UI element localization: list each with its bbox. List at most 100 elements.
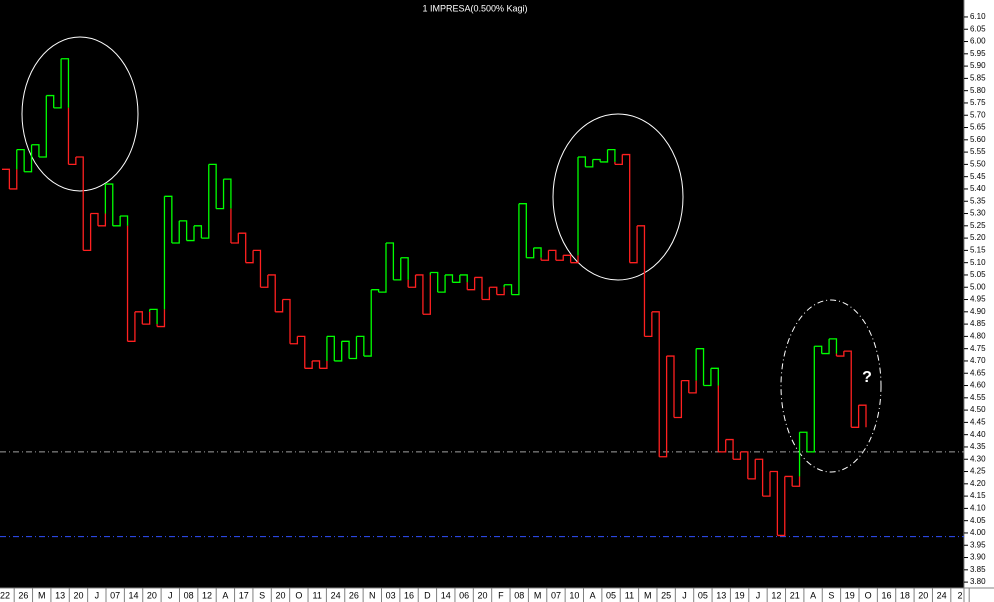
kagi-segment bbox=[341, 340, 350, 359]
kagi-segment bbox=[482, 287, 491, 301]
y-tick-label: 4.55 bbox=[970, 393, 986, 402]
kagi-segment bbox=[194, 225, 203, 239]
x-tick-label: S bbox=[259, 590, 265, 600]
y-tick-label: 4.35 bbox=[970, 442, 986, 451]
kagi-segment bbox=[607, 148, 616, 162]
y-tick-label: 4.30 bbox=[970, 454, 986, 463]
x-tick-label: J bbox=[682, 590, 687, 600]
x-tick-label: M bbox=[644, 590, 652, 600]
y-tick-label: 5.55 bbox=[970, 147, 986, 156]
x-tick-label: A bbox=[222, 590, 228, 600]
kagi-segment bbox=[511, 203, 520, 296]
kagi-segment bbox=[201, 164, 210, 239]
kagi-segment bbox=[260, 274, 269, 288]
y-tick-label: 4.80 bbox=[970, 331, 986, 340]
kagi-segment bbox=[157, 309, 166, 328]
kagi-segment bbox=[437, 274, 446, 293]
y-tick-label: 4.95 bbox=[970, 295, 986, 304]
x-tick-label: J bbox=[168, 590, 173, 600]
y-tick-label: 5.95 bbox=[970, 49, 986, 58]
kagi-segment bbox=[710, 367, 719, 386]
y-tick-label: 4.20 bbox=[970, 479, 986, 488]
x-tick-label: 14 bbox=[129, 590, 139, 600]
y-tick-label: 3.85 bbox=[970, 565, 986, 574]
y-tick-label: 5.85 bbox=[970, 73, 986, 82]
kagi-segment bbox=[496, 287, 505, 296]
highlight-circle bbox=[552, 113, 684, 281]
x-tick-label: 24 bbox=[937, 590, 947, 600]
y-tick-label: 5.35 bbox=[970, 196, 986, 205]
kagi-segment bbox=[24, 144, 33, 173]
x-tick-label: 17 bbox=[239, 590, 249, 600]
x-tick-label: 19 bbox=[845, 590, 855, 600]
kagi-segment bbox=[688, 380, 697, 394]
y-tick-label: 5.00 bbox=[970, 282, 986, 291]
kagi-segment bbox=[112, 215, 121, 227]
x-tick-label: A bbox=[590, 590, 596, 600]
kagi-segment bbox=[548, 249, 557, 261]
kagi-segment bbox=[430, 271, 439, 293]
x-tick-label: 26 bbox=[349, 590, 359, 600]
x-tick-label: 11 bbox=[313, 590, 322, 600]
y-tick-label: 5.05 bbox=[970, 270, 986, 279]
kagi-segment bbox=[238, 232, 247, 263]
kagi-segment bbox=[356, 335, 365, 357]
y-tick-label: 4.75 bbox=[970, 344, 986, 353]
x-tick-label: 20 bbox=[477, 590, 487, 600]
x-tick-label: 07 bbox=[110, 590, 120, 600]
kagi-segment bbox=[61, 58, 70, 108]
kagi-segment bbox=[334, 341, 343, 362]
kagi-segment bbox=[755, 458, 764, 497]
y-tick-label: 4.00 bbox=[970, 528, 986, 537]
y-tick-label: 5.45 bbox=[970, 172, 986, 181]
kagi-segment bbox=[733, 451, 742, 460]
x-tick-label: 25 bbox=[661, 590, 671, 600]
y-tick-label: 3.95 bbox=[970, 540, 986, 549]
kagi-segment bbox=[142, 311, 151, 325]
y-tick-label: 4.05 bbox=[970, 516, 986, 525]
kagi-segment bbox=[326, 335, 335, 361]
kagi-segment bbox=[452, 274, 461, 283]
kagi-segment bbox=[467, 277, 476, 291]
kagi-segment bbox=[38, 95, 47, 158]
y-tick-label: 4.85 bbox=[970, 319, 986, 328]
x-tick-label: J bbox=[756, 590, 761, 600]
kagi-segment bbox=[858, 404, 867, 428]
kagi-segment bbox=[651, 311, 660, 457]
kagi-segment bbox=[799, 431, 808, 452]
kagi-segment bbox=[637, 225, 646, 337]
kagi-segment bbox=[349, 336, 358, 360]
kagi-segment bbox=[149, 308, 158, 325]
kagi-segment bbox=[541, 250, 550, 261]
y-tick-label: 4.50 bbox=[970, 405, 986, 414]
y-tick-label: 5.15 bbox=[970, 245, 986, 254]
x-tick-label: 03 bbox=[386, 590, 396, 600]
kagi-segment bbox=[386, 242, 395, 280]
y-tick-label: 4.60 bbox=[970, 381, 986, 390]
x-tick-label: O bbox=[865, 590, 872, 600]
kagi-segment bbox=[275, 299, 284, 313]
kagi-segment bbox=[75, 156, 84, 251]
kagi-segment bbox=[533, 247, 542, 258]
kagi-segment bbox=[725, 438, 734, 460]
kagi-segment bbox=[393, 257, 402, 281]
x-tick-label: 11 bbox=[625, 590, 634, 600]
y-tick-label: 6.05 bbox=[970, 24, 986, 33]
kagi-segment bbox=[592, 158, 601, 162]
y-axis-panel bbox=[964, 0, 994, 602]
x-tick-label: M bbox=[38, 590, 46, 600]
x-tick-label: 20 bbox=[918, 590, 928, 600]
kagi-segment bbox=[629, 225, 638, 264]
kagi-segment bbox=[600, 149, 609, 163]
kagi-segment bbox=[186, 225, 195, 242]
kagi-segment bbox=[666, 355, 675, 418]
kagi-segment bbox=[267, 274, 276, 312]
kagi-segment bbox=[578, 156, 587, 167]
x-axis-panel bbox=[0, 588, 994, 602]
kagi-segment bbox=[777, 476, 786, 537]
kagi-segment bbox=[304, 360, 313, 369]
kagi-segment bbox=[489, 286, 498, 295]
y-tick-label: 5.20 bbox=[970, 233, 986, 242]
x-tick-label: 13 bbox=[55, 590, 65, 600]
